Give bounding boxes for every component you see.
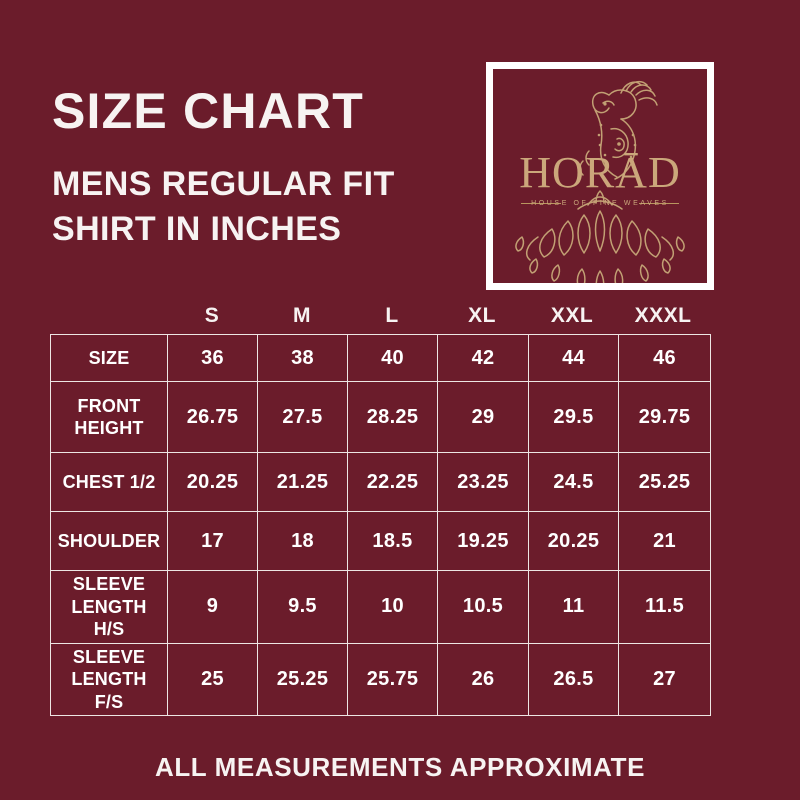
- row-label-line-2: LENGTH H/S: [71, 596, 147, 640]
- logo-inner: HORĀD HOUSE OF FINE WEAVES: [493, 69, 707, 283]
- table-row: SHOULDER 17 18 18.5 19.25 20.25 21: [50, 511, 711, 571]
- cell-size-xxl: 44: [528, 334, 619, 382]
- cell-front-height-s: 26.75: [167, 381, 258, 453]
- footer-note: ALL MEASUREMENTS APPROXIMATE: [154, 752, 646, 782]
- cell-sleeve-hs-m: 9.5: [257, 570, 348, 644]
- row-label-front-height: FRONT HEIGHT: [50, 381, 168, 453]
- table-row: SIZE 36 38 40 42 44 46: [50, 334, 711, 382]
- table-row: SLEEVE LENGTH F/S 25 25.25 25.75 26 26.5…: [50, 642, 711, 716]
- cell-front-height-m: 27.5: [257, 381, 348, 453]
- cell-size-m: 38: [257, 334, 348, 382]
- size-strip-spacer: [50, 299, 167, 332]
- cell-shoulder-l: 18.5: [347, 511, 438, 571]
- cell-chest-half-s: 20.25: [167, 452, 258, 512]
- cell-shoulder-m: 18: [257, 511, 348, 571]
- cell-sleeve-hs-xxxl: 11.5: [618, 570, 711, 644]
- cell-sleeve-hs-xxl: 11: [528, 570, 619, 644]
- row-label-shoulder: SHOULDER: [50, 511, 168, 571]
- tagline-rule-right: [639, 203, 679, 204]
- cell-shoulder-xl: 19.25: [437, 511, 529, 571]
- row-label-sleeve-length-hs: SLEEVE LENGTH H/S: [50, 570, 168, 644]
- cell-sleeve-hs-xl: 10.5: [437, 570, 529, 644]
- row-label-size: SIZE: [50, 334, 168, 382]
- size-label-xxl: XXL: [550, 303, 594, 327]
- row-label-line-2: HEIGHT: [74, 418, 144, 438]
- heading-block: SIZE CHART MENS REGULAR FIT SHIRT IN INC…: [52, 86, 472, 252]
- row-label-line-1: FRONT: [77, 395, 141, 416]
- size-chart-table: SIZE 36 38 40 42 44 46 FRONT HEIGHT 26.7…: [50, 334, 711, 716]
- size-label-m: M: [293, 303, 311, 327]
- cell-chest-half-xl: 23.25: [437, 452, 529, 512]
- logo-tagline: HOUSE OF FINE WEAVES: [531, 200, 669, 207]
- logo-wordmark: HORĀD: [519, 148, 681, 197]
- size-label-strip: S M L XL XXL XXXL: [50, 299, 710, 332]
- table-row: CHEST 1/2 20.25 21.25 22.25 23.25 24.5 2…: [50, 452, 711, 512]
- cell-chest-half-m: 21.25: [257, 452, 348, 512]
- logo-ornament-svg: [515, 80, 685, 283]
- cell-sleeve-fs-xl: 26: [437, 642, 529, 716]
- cell-sleeve-fs-m: 25.25: [257, 642, 348, 716]
- table-row: FRONT HEIGHT 26.75 27.5 28.25 29 29.5 29…: [50, 381, 711, 453]
- cell-shoulder-xxl: 20.25: [528, 511, 619, 571]
- cell-sleeve-hs-s: 9: [167, 570, 258, 644]
- row-label-sleeve-length-fs: SLEEVE LENGTH F/S: [50, 642, 168, 716]
- page-title: SIZE CHART: [52, 83, 364, 139]
- row-label-line-1: SLEEVE: [72, 574, 146, 594]
- row-label-chest-half: CHEST 1/2: [50, 452, 168, 512]
- cell-sleeve-fs-xxl: 26.5: [528, 642, 619, 716]
- cell-front-height-xxl: 29.5: [528, 381, 619, 453]
- brand-logo: HORĀD HOUSE OF FINE WEAVES: [486, 62, 714, 290]
- cell-size-l: 40: [347, 334, 438, 382]
- cell-shoulder-xxxl: 21: [618, 511, 711, 571]
- table-row: SLEEVE LENGTH H/S 9 9.5 10 10.5 11 11.5: [50, 570, 711, 644]
- cell-sleeve-fs-s: 25: [167, 642, 258, 716]
- row-label-line-1: SLEEVE: [72, 646, 146, 667]
- cell-sleeve-fs-l: 25.75: [347, 642, 438, 716]
- cell-shoulder-s: 17: [167, 511, 258, 571]
- cell-front-height-l: 28.25: [347, 381, 438, 453]
- cell-chest-half-l: 22.25: [347, 452, 438, 512]
- peacock-motif: [579, 80, 658, 180]
- page-subtitle: MENS REGULAR FIT SHIRT IN INCHES: [52, 162, 472, 252]
- row-label-line-2: LENGTH F/S: [71, 669, 147, 712]
- lotus-mandala-motif: [515, 190, 685, 283]
- cell-chest-half-xxxl: 25.25: [618, 452, 711, 512]
- cell-chest-half-xxl: 24.5: [528, 452, 619, 512]
- cell-sleeve-fs-xxxl: 27: [618, 642, 711, 716]
- cell-front-height-xl: 29: [437, 381, 529, 453]
- size-label-l: L: [385, 303, 399, 327]
- cell-front-height-xxxl: 29.75: [618, 381, 711, 453]
- cell-sleeve-hs-l: 10: [347, 570, 438, 644]
- size-label-s: S: [204, 303, 220, 327]
- cell-size-xl: 42: [437, 334, 529, 382]
- subtitle-line-2: SHIRT IN INCHES: [52, 209, 342, 248]
- size-label-xl: XL: [468, 303, 496, 327]
- cell-size-s: 36: [167, 334, 258, 382]
- tagline-rule-left: [521, 203, 561, 204]
- subtitle-line-1: MENS REGULAR FIT: [52, 165, 395, 203]
- cell-size-xxxl: 46: [618, 334, 711, 382]
- size-label-xxxl: XXXL: [634, 303, 692, 327]
